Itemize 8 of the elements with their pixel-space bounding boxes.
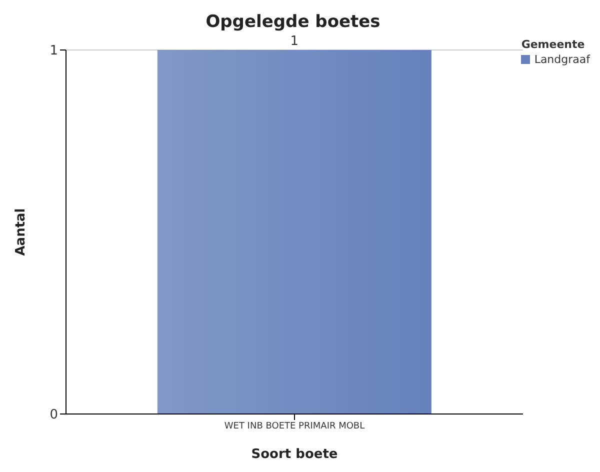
x-tick-label: WET INB BOETE PRIMAIR MOBL xyxy=(224,421,365,432)
chart-title: Opgelegde boetes xyxy=(204,12,382,32)
legend-title: Gemeente xyxy=(521,38,586,51)
y-axis-title: Aantal xyxy=(14,208,29,256)
legend-label: Landgraaf xyxy=(534,53,590,66)
y-tick-label: 0 xyxy=(50,408,58,423)
data-label: 1 xyxy=(290,34,299,49)
x-axis-title: Soort boete xyxy=(251,447,338,462)
